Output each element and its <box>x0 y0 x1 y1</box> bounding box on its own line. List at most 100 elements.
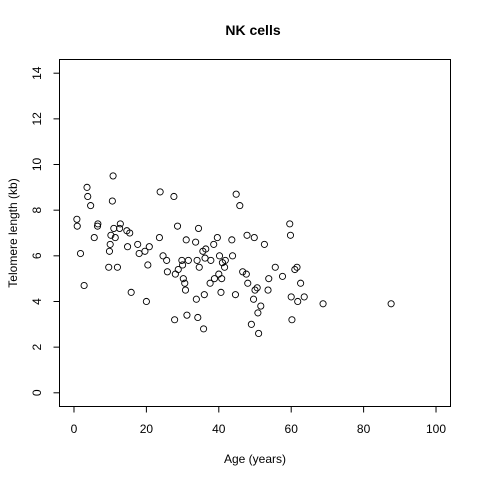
y-axis-label: Telomere length (kb) <box>6 178 20 287</box>
data-point <box>155 234 163 242</box>
y-tick-label: 10 <box>30 158 44 172</box>
data-point <box>194 224 203 232</box>
data-point <box>247 320 255 328</box>
data-point <box>293 263 301 271</box>
data-point <box>217 288 225 296</box>
data-point <box>215 252 224 260</box>
data-point <box>145 243 153 251</box>
data-point <box>288 316 296 324</box>
y-tick-label: 0 <box>30 389 44 396</box>
data-point <box>179 275 187 283</box>
data-point <box>182 236 190 244</box>
data-point <box>108 197 116 205</box>
data-point <box>173 222 182 230</box>
data-point <box>278 272 287 280</box>
chart-title: NK cells <box>225 22 280 38</box>
data-point <box>83 183 91 191</box>
data-point <box>141 247 149 255</box>
x-tick-label: 0 <box>71 422 78 436</box>
data-point <box>210 240 218 248</box>
data-point <box>179 261 187 269</box>
y-tick-label: 2 <box>30 343 44 350</box>
data-point <box>260 240 268 248</box>
data-points <box>73 172 395 337</box>
data-point <box>159 252 167 260</box>
data-point <box>265 275 273 283</box>
data-point <box>142 297 150 306</box>
data-point <box>181 279 189 287</box>
data-point <box>124 243 132 251</box>
data-point <box>257 302 265 310</box>
data-point <box>163 256 171 264</box>
data-point <box>107 231 115 239</box>
data-point <box>105 263 113 271</box>
x-axis-label: Age (years) <box>224 452 286 466</box>
data-point <box>111 234 119 242</box>
data-point <box>106 240 114 248</box>
y-tick-label: 12 <box>30 112 44 126</box>
x-tick-label: 40 <box>212 422 226 436</box>
data-point <box>171 316 179 324</box>
data-point <box>300 293 308 301</box>
data-point <box>90 234 98 242</box>
y-tick-label: 6 <box>30 252 44 259</box>
data-point <box>387 300 395 308</box>
data-point <box>242 270 250 278</box>
data-point <box>156 188 164 196</box>
data-point <box>94 220 102 228</box>
data-point <box>194 313 202 322</box>
data-point <box>207 256 215 264</box>
data-point <box>134 240 142 248</box>
data-point <box>239 268 247 276</box>
data-point <box>193 256 201 264</box>
y-axis: 0 2 4 6 8 10 12 14 <box>30 66 60 396</box>
data-point <box>163 268 171 276</box>
data-point <box>80 281 88 290</box>
x-tick-label: 20 <box>140 422 154 436</box>
data-point <box>218 275 226 283</box>
data-point <box>244 279 252 287</box>
data-point <box>116 220 124 228</box>
x-axis: 0 20 40 60 80 100 <box>71 406 446 436</box>
data-point <box>192 238 200 246</box>
data-point <box>184 256 192 264</box>
data-point <box>228 236 236 244</box>
x-tick-label: 60 <box>285 422 299 436</box>
data-point <box>251 286 259 294</box>
data-point <box>221 263 229 271</box>
y-tick-label: 8 <box>30 207 44 214</box>
data-point <box>144 261 152 269</box>
data-point <box>264 286 272 294</box>
data-point <box>206 279 214 287</box>
data-point <box>287 293 295 301</box>
data-point <box>286 220 294 228</box>
y-tick-label: 14 <box>30 66 44 80</box>
data-point <box>73 222 81 230</box>
data-point <box>93 222 102 230</box>
data-point <box>319 300 327 308</box>
data-point <box>109 172 117 180</box>
data-point <box>231 291 239 299</box>
data-point <box>243 231 251 239</box>
data-point <box>291 265 299 274</box>
data-point <box>286 231 295 239</box>
data-point <box>250 295 258 303</box>
data-point <box>297 279 305 287</box>
data-point <box>200 325 208 333</box>
data-point <box>294 297 302 306</box>
data-point <box>76 249 85 258</box>
data-point <box>200 291 208 299</box>
data-point <box>192 295 200 303</box>
data-point <box>253 284 261 292</box>
data-point <box>202 245 210 253</box>
data-point <box>105 247 114 255</box>
data-point <box>87 202 95 210</box>
data-point <box>195 263 203 271</box>
data-point <box>232 190 240 198</box>
y-tick-label: 4 <box>30 298 44 305</box>
x-tick-label: 100 <box>426 422 446 436</box>
data-point <box>126 229 134 237</box>
data-point <box>127 288 135 296</box>
data-point <box>236 202 244 210</box>
